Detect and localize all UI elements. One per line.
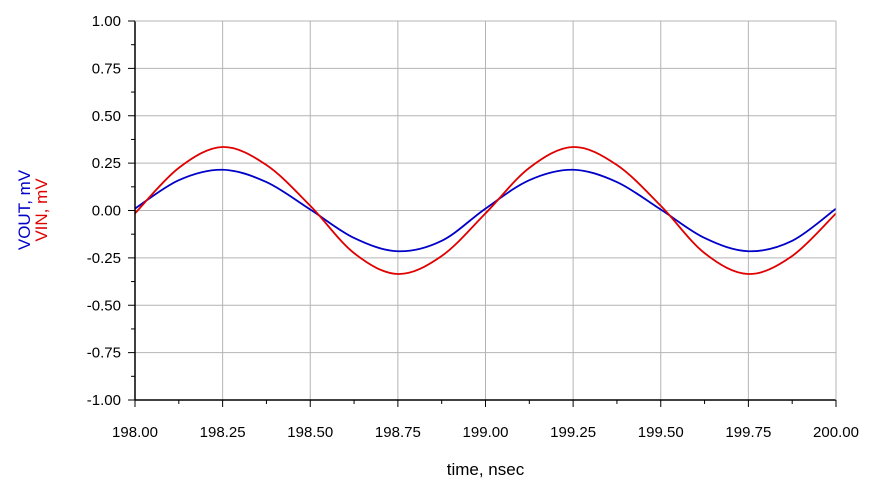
grid [135,21,836,400]
x-axis-ticks: 198.00 198.25 198.50 198.75 199.00 199.25 199.… [112,400,859,441]
y-tick-label: 0.75 [92,60,121,77]
x-tick-label: 198.25 [200,424,246,441]
x-tick-label: 199.50 [638,424,684,441]
x-tick-label: 198.00 [112,424,158,441]
series-line-vout [134,168,837,253]
x-tick-label: 198.75 [375,424,421,441]
y-tick-label: 0.00 [92,203,121,220]
y-axis-title-part: VOUT, mV [15,169,34,250]
y-axis-title: VOUT, mVVIN, mV [15,169,51,250]
y-tick-label: 0.50 [92,108,121,125]
x-axis-title: time, nsec [447,460,525,479]
y-axis-title-part: VIN, mV [32,178,51,242]
y-tick-label: -0.50 [87,297,121,314]
y-tick-label: -0.25 [87,250,121,267]
y-tick-label: -1.00 [87,392,121,409]
y-axis-ticks: 1.00 0.75 0.50 0.25 0.00 -0.25 -0.50 -0.75 -1.00 [87,13,135,409]
x-tick-label: 198.50 [287,424,333,441]
x-tick-label: 199.00 [463,424,509,441]
y-tick-label: 1.00 [92,13,121,30]
x-tick-label: 199.75 [725,424,771,441]
y-tick-label: -0.75 [87,345,121,362]
x-tick-label: 199.25 [550,424,596,441]
x-tick-label: 200.00 [813,424,859,441]
series-layer [134,146,837,275]
y-tick-label: 0.25 [92,155,121,172]
series-line-vin [134,146,837,275]
